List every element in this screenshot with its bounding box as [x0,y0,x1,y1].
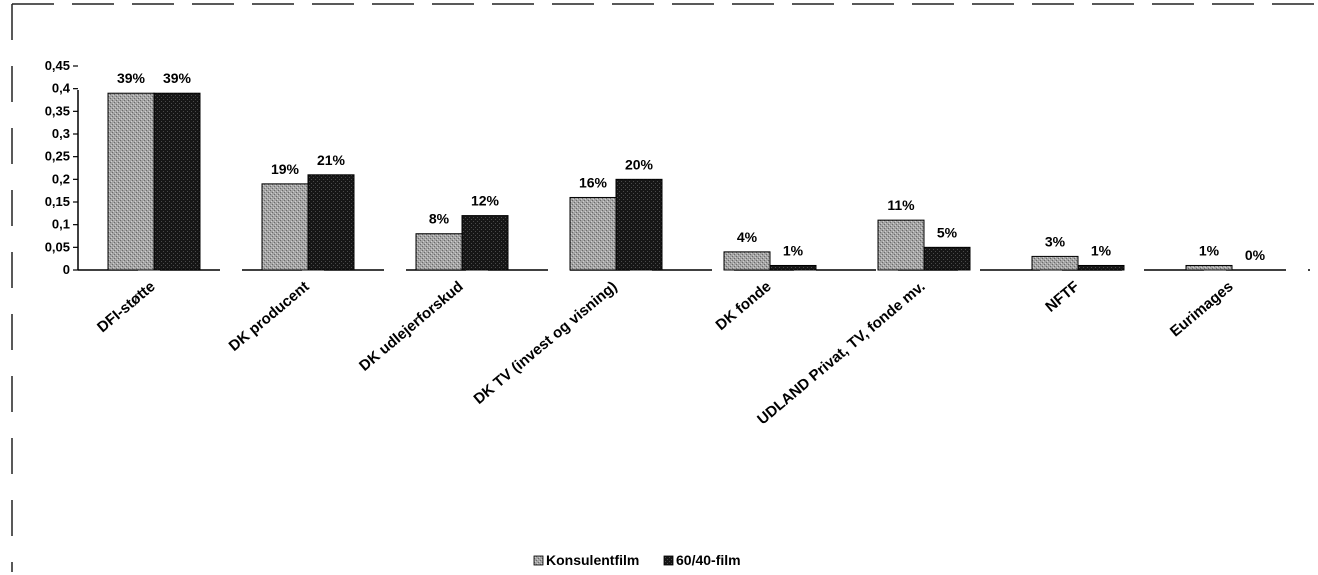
category-label-udland-privat-tv-fonde-mv: UDLAND Privat, TV, fonde mv. [754,278,928,428]
y-tick-label: 0,3 [52,126,70,141]
data-label-60-40-film-dk-producent: 21% [317,152,346,168]
data-labels: 39% 39% 19% 21% 8% 12% 16% 20% 4% 1% 11% 5% 3% 1% 1% 0% [117,70,1266,263]
category-label-dk-fonde: DK fonde [713,278,775,334]
category-label-dk-tv-invest-og-visning: DK TV (invest og visning) [470,278,620,408]
bar-60-40-film-dk-fonde [769,264,817,271]
data-label-konsulentfilm-dk-udlejerforskud: 8% [429,211,450,227]
bar-konsulentfilm-udland-privat-tv-fonde-mv [877,219,925,271]
data-label-konsulentfilm-eurimages: 1% [1199,242,1220,258]
y-tick-label: 0,15 [45,194,70,209]
y-tick-label: 0 [63,262,70,277]
bar-60-40-film-nftf [1077,264,1125,271]
data-label-konsulentfilm-udland-privat-tv-fonde-mv: 11% [887,197,915,213]
y-tick-label: 0,25 [45,149,70,164]
bar-60-40-film-dk-producent [307,174,355,271]
bar-60-40-film-dk-udlejerforskud [461,215,509,271]
legend-label-60-40-film: 60/40-film [676,552,741,568]
y-tick-label: 0,05 [45,239,70,254]
bar-konsulentfilm-eurimages [1185,264,1233,271]
bar-60-40-film-dk-tv-invest-og-visning [615,178,663,271]
category-label-eurimages: Eurimages [1167,278,1237,340]
bar-konsulentfilm-dk-udlejerforskud [415,233,463,271]
data-label-60-40-film-udland-privat-tv-fonde-mv: 5% [937,224,958,240]
legend-swatch-60-40-film [663,555,674,566]
y-tick-label: 0,4 [52,81,71,96]
y-tick-label: 0,45 [45,58,70,73]
legend-swatch-konsulentfilm [533,555,544,566]
bar-60-40-film-dfi-støtte [153,92,201,271]
legend: Konsulentfilm 60/40-film [533,552,741,568]
category-label-dk-producent: DK producent [226,278,313,355]
data-label-konsulentfilm-dk-fonde: 4% [737,229,758,245]
bars [107,92,1233,271]
data-label-60-40-film-dk-udlejerforskud: 12% [471,193,500,209]
bar-konsulentfilm-dk-producent [261,183,309,271]
category-label-dk-udlejerforskud: DK udlejerforskud [356,278,467,375]
data-label-60-40-film-eurimages: 0% [1245,247,1266,263]
data-label-60-40-film-dfi-støtte: 39% [163,70,192,86]
bar-konsulentfilm-dfi-støtte [107,92,155,271]
category-label-dfi-støtte: DFI-støtte [94,278,159,336]
y-tick-label: 0,35 [45,103,70,118]
y-tick-label: 0,1 [52,217,70,232]
bar-konsulentfilm-dk-fonde [723,251,771,271]
bar-konsulentfilm-nftf [1031,255,1079,271]
data-label-60-40-film-nftf: 1% [1091,242,1112,258]
data-label-60-40-film-dk-tv-invest-og-visning: 20% [625,156,654,172]
data-label-konsulentfilm-dk-producent: 19% [271,161,300,177]
data-label-konsulentfilm-nftf: 3% [1045,233,1066,249]
data-label-konsulentfilm-dfi-støtte: 39% [117,70,146,86]
category-labels: DFI-støtte DK producent DK udlejerforskud D… [94,278,1237,428]
y-tick-label: 0,2 [52,171,70,186]
y-ticks: 0 0,05 0,1 0,15 0,2 0,25 0,3 0,35 0,4 0,45 [45,58,78,277]
bar-60-40-film-udland-privat-tv-fonde-mv [923,246,971,271]
legend-label-konsulentfilm: Konsulentfilm [546,552,639,568]
category-label-nftf: NFTF [1042,278,1082,316]
data-label-konsulentfilm-dk-tv-invest-og-visning: 16% [579,174,608,190]
bar-konsulentfilm-dk-tv-invest-og-visning [569,196,617,271]
data-label-60-40-film-dk-fonde: 1% [783,242,804,258]
